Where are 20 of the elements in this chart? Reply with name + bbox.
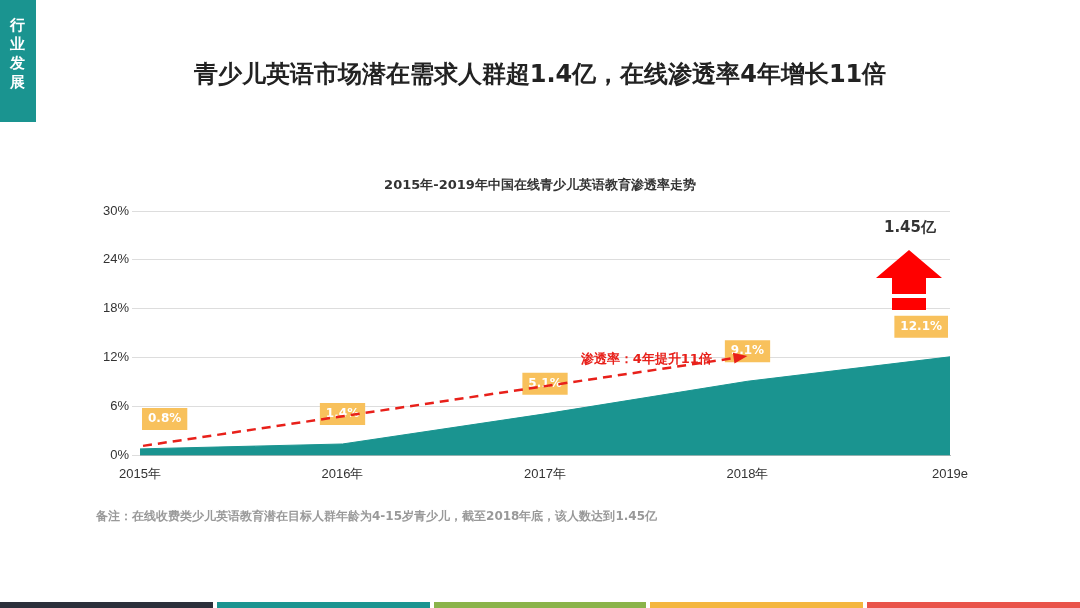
y-tick-label: 6% [110, 398, 130, 414]
text: 备注：在线收费类少儿英语教育潜在目标人群年龄为4-15岁青少儿，截至2018年底，该人数达到1.45亿 [96, 508, 658, 525]
x-tick-label: 2017年 [524, 465, 566, 481]
chart-subtitle: 2015年-2019年中国在线青少儿英语教育渗透率走势 [383, 176, 697, 194]
x-tick-label: 2015年 [119, 465, 161, 481]
y-tick-label: 18% [102, 300, 130, 316]
x-tick-label: 2019e [931, 465, 969, 481]
text: 9.1% [730, 343, 765, 358]
chart-title: 青少儿英语市场潜在需求人群超1.4亿，在线渗透率4年增长11倍 [193, 60, 887, 88]
x-tick-label: 2016年 [321, 465, 364, 481]
x-tick-label: 2018年 [726, 465, 769, 481]
text: 0.8% [148, 411, 182, 426]
annotation: 1.45亿 [883, 218, 937, 237]
y-tick-label: 12% [102, 349, 130, 365]
y-tick-label: 0% [110, 446, 130, 462]
y-tick-label: 24% [102, 251, 130, 267]
text: 12.1% [900, 318, 942, 333]
y-tick-label: 30% [102, 202, 130, 218]
text: 行业发展 [10, 16, 26, 92]
annotation: 渗透率：4年提升11倍 [579, 350, 712, 366]
